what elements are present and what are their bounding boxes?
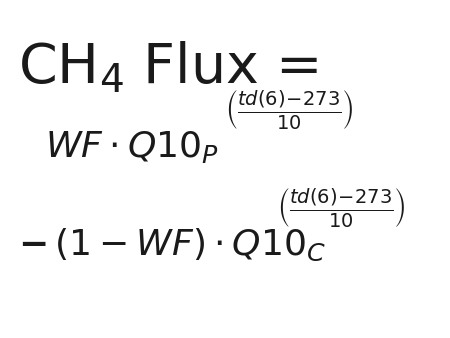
Text: $\left(\dfrac{\mathit{td}(6)\!-\!273}{10}\right)$: $\left(\dfrac{\mathit{td}(6)\!-\!273}{10…	[225, 88, 354, 131]
Text: $\left(\dfrac{\mathit{td}(6)\!-\!273}{10}\right)$: $\left(\dfrac{\mathit{td}(6)\!-\!273}{10…	[277, 186, 405, 230]
Text: CH$_4$ Flux =: CH$_4$ Flux =	[18, 41, 319, 95]
Text: $\mathbf{-}\,(\mathit{1} - \mathit{WF})\cdot \mathit{Q}10_{\mathit{C}}$: $\mathbf{-}\,(\mathit{1} - \mathit{WF})\…	[18, 227, 326, 263]
Text: $\mathit{WF} \cdot \mathit{Q}10_{\mathit{P}}$: $\mathit{WF} \cdot \mathit{Q}10_{\mathit…	[45, 129, 219, 165]
